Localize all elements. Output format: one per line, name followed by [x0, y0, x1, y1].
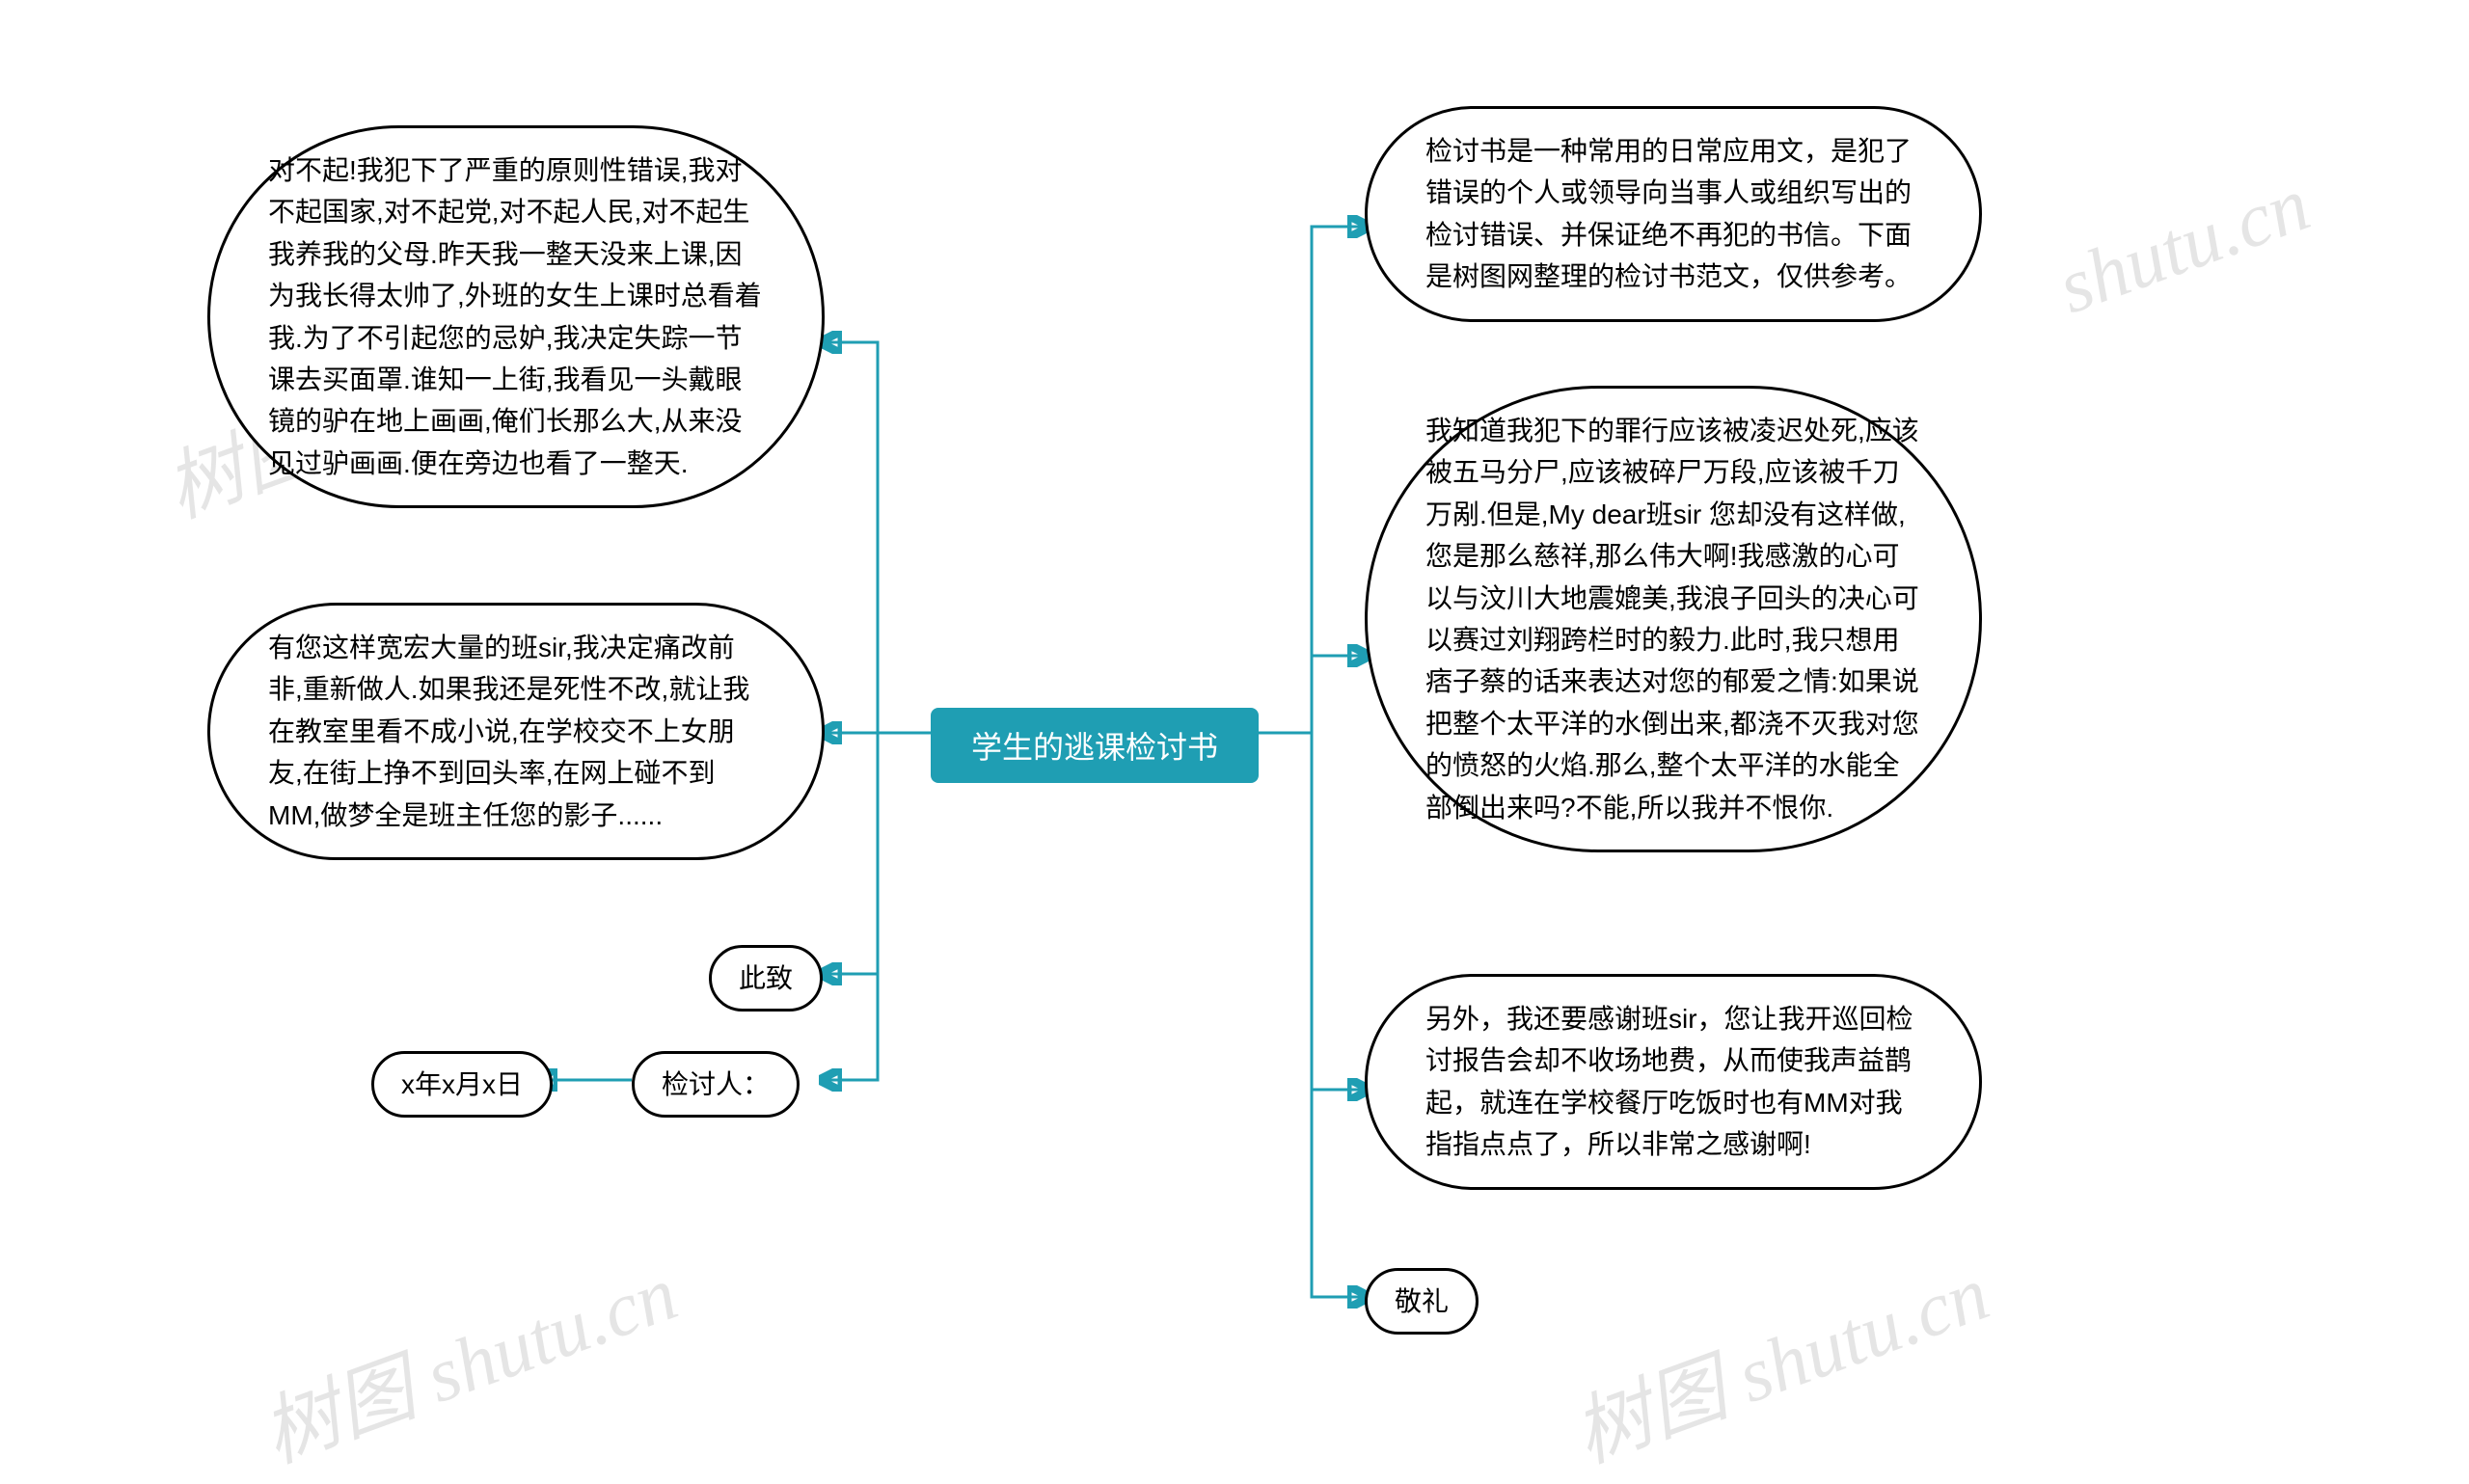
watermark: 树图 shutu.cn: [1557, 1231, 2001, 1484]
node-left-3: 此致: [709, 945, 823, 1012]
node-left-1: 对不起!我犯下了严重的原则性错误,我对不起国家,对不起党,对不起人民,对不起生我…: [207, 125, 825, 508]
node-left-2: 有您这样宽宏大量的班sir,我决定痛改前非,重新做人.如果我还是死性不改,就让我…: [207, 603, 825, 860]
node-right-3: 另外，我还要感谢班sir，您让我开巡回检讨报告会却不收场地费，从而使我声益鹊起，…: [1365, 974, 1982, 1190]
root-node: 学生的逃课检讨书: [931, 708, 1259, 783]
node-right-1: 检讨书是一种常用的日常应用文，是犯了错误的个人或领导向当事人或组织写出的检讨错误…: [1365, 106, 1982, 322]
node-right-4: 敬礼: [1365, 1268, 1479, 1335]
node-left-4a: x年x月x日: [371, 1051, 553, 1118]
node-left-4: 检讨人：: [632, 1051, 800, 1118]
watermark: shutu.cn: [2048, 161, 2321, 332]
node-right-2: 我知道我犯下的罪行应该被凌迟处死,应该被五马分尸,应该被碎尸万段,应该被千刀万剐…: [1365, 386, 1982, 852]
mindmap-canvas: 树图 shutu.cn 树图 shutu.cn shutu.cn 树图 shut…: [0, 0, 2469, 1372]
watermark: 树图 shutu.cn: [245, 1231, 690, 1484]
